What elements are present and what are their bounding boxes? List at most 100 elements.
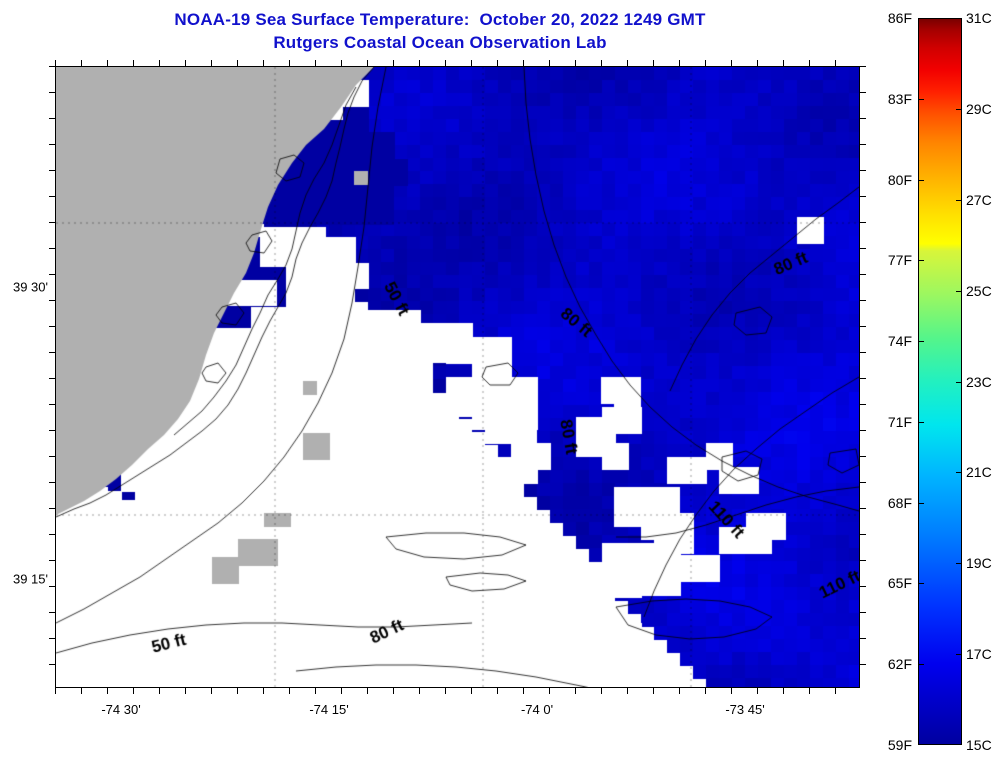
colorbar-label-celsius: 29C — [966, 100, 992, 117]
colorbar-tick-left — [918, 502, 924, 504]
colorbar-label-celsius: 21C — [966, 464, 992, 481]
y-tick-right — [860, 66, 866, 67]
colorbar-label-fahrenheit: 86F — [887, 10, 912, 26]
y-tick-right — [860, 144, 866, 145]
y-tick-right — [860, 508, 866, 509]
x-tick-top — [835, 60, 836, 66]
x-tick-top — [185, 60, 186, 66]
x-tick-bottom — [731, 688, 732, 694]
x-tick-bottom — [653, 688, 654, 694]
x-tick-bottom — [445, 688, 446, 694]
colorbar-label-celsius: 15C — [966, 737, 992, 753]
y-tick-left — [49, 118, 55, 119]
sst-map — [55, 66, 860, 688]
y-tick-right — [860, 300, 866, 301]
x-tick-top — [393, 60, 394, 66]
y-tick-left — [49, 170, 55, 171]
colorbar-label-fahrenheit: 77F — [887, 252, 912, 269]
y-tick-right — [860, 352, 866, 353]
x-tick-top — [445, 60, 446, 66]
x-axis-label: -74 0' — [520, 702, 554, 717]
colorbar-tick-left — [918, 260, 924, 262]
x-tick-bottom — [549, 688, 550, 694]
y-tick-left — [49, 378, 55, 379]
colorbar-label-fahrenheit: 80F — [887, 171, 912, 188]
x-tick-top — [237, 60, 238, 66]
y-tick-left — [49, 586, 55, 587]
x-tick-bottom — [315, 688, 316, 694]
y-tick-right — [860, 92, 866, 93]
x-tick-bottom — [679, 688, 680, 694]
x-tick-top — [419, 60, 420, 66]
y-tick-right — [860, 222, 866, 223]
y-tick-left — [49, 534, 55, 535]
y-tick-right — [860, 638, 866, 639]
colorbar-gradient — [918, 18, 962, 745]
colorbar-label-celsius: 17C — [966, 646, 992, 663]
y-tick-right — [860, 248, 866, 249]
x-tick-top — [211, 60, 212, 66]
y-tick-right — [860, 664, 866, 665]
y-tick-right — [860, 456, 866, 457]
colorbar-label-celsius: 25C — [966, 282, 992, 299]
x-tick-bottom — [159, 688, 160, 694]
x-tick-top — [315, 60, 316, 66]
x-axis-label: -74 30' — [101, 702, 141, 717]
x-tick-top — [289, 60, 290, 66]
y-tick-right — [860, 118, 866, 119]
y-tick-left — [49, 430, 55, 431]
y-tick-left — [49, 92, 55, 93]
y-tick-left — [49, 66, 55, 67]
colorbar-label-celsius: 31C — [966, 10, 992, 26]
x-tick-bottom — [835, 688, 836, 694]
colorbar-tick-left — [918, 583, 924, 585]
x-tick-bottom — [55, 688, 56, 694]
y-tick-left — [49, 196, 55, 197]
chart-title-block: NOAA-19 Sea Surface Temperature: October… — [0, 8, 880, 54]
x-tick-top — [705, 60, 706, 66]
x-tick-top — [783, 60, 784, 66]
colorbar-label-fahrenheit: 68F — [887, 494, 912, 511]
page-subtitle: Rutgers Coastal Ocean Observation Lab — [273, 33, 607, 52]
colorbar-tick-right — [956, 654, 962, 656]
y-tick-left — [49, 456, 55, 457]
x-tick-top — [81, 60, 82, 66]
x-axis-label: -73 45' — [725, 702, 765, 717]
y-tick-left — [49, 664, 55, 665]
y-tick-left — [49, 326, 55, 327]
x-tick-bottom — [471, 688, 472, 694]
colorbar-label-fahrenheit: 59F — [887, 737, 912, 753]
x-tick-bottom — [419, 688, 420, 694]
colorbar-label-fahrenheit: 83F — [887, 90, 912, 107]
x-tick-bottom — [367, 688, 368, 694]
colorbar-label-fahrenheit: 71F — [887, 413, 912, 430]
colorbar-tick-left — [918, 341, 924, 343]
y-tick-right — [860, 430, 866, 431]
x-tick-top — [341, 60, 342, 66]
y-tick-left — [49, 274, 55, 275]
y-tick-right — [860, 326, 866, 327]
colorbar-tick-right — [956, 199, 962, 201]
colorbar-tick-left — [918, 664, 924, 666]
y-tick-left — [49, 560, 55, 561]
colorbar-tick-left — [918, 179, 924, 181]
x-tick-top — [159, 60, 160, 66]
colorbar-label-celsius: 23C — [966, 373, 992, 390]
colorbar-label-fahrenheit: 74F — [887, 333, 912, 350]
y-tick-left — [49, 144, 55, 145]
x-tick-bottom — [133, 688, 134, 694]
x-tick-bottom — [523, 688, 524, 694]
colorbar-legend: 86F 83F 80F 77F 74F 71F 68F 65F 62F 59F 31C 29C 27C 2… — [888, 10, 992, 753]
x-tick-top — [653, 60, 654, 66]
x-tick-top — [107, 60, 108, 66]
x-axis-label: -74 15' — [309, 702, 349, 717]
x-tick-top — [809, 60, 810, 66]
y-tick-right — [860, 404, 866, 405]
y-tick-left — [49, 638, 55, 639]
x-tick-bottom — [185, 688, 186, 694]
colorbar-label-fahrenheit: 62F — [887, 656, 912, 673]
y-tick-left — [49, 352, 55, 353]
x-tick-bottom — [783, 688, 784, 694]
x-tick-bottom — [497, 688, 498, 694]
x-tick-bottom — [809, 688, 810, 694]
